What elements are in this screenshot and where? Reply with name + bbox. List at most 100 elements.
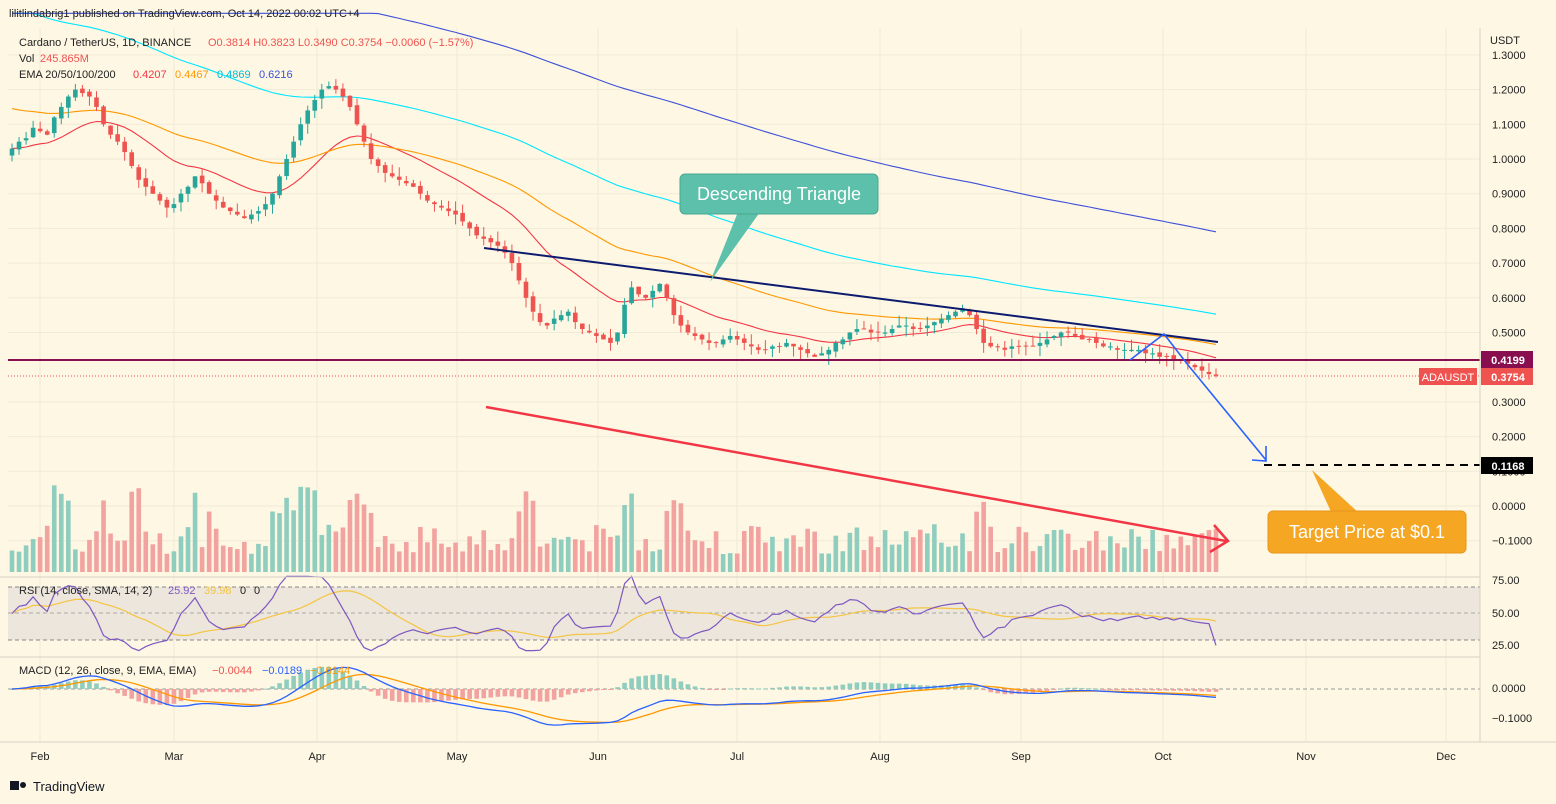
triangle-trendline[interactable] — [483, 247, 1219, 343]
volume-bar — [425, 542, 430, 572]
macd-hist-bar — [354, 680, 360, 689]
volume-bar — [375, 547, 381, 572]
candle-body — [671, 298, 677, 316]
rsi-line — [11, 575, 1217, 652]
target-price-callout[interactable]: Target Price at $0.1 — [1267, 470, 1467, 554]
volume-bar — [1002, 548, 1008, 572]
macd-hist-bar — [544, 689, 550, 702]
rsi-legend[interactable]: RSI (14, close, SMA, 14, 2) 25.92 39.98 … — [19, 585, 260, 597]
macd-hist-bar — [819, 687, 825, 689]
vol-value: 245.865M — [40, 53, 89, 65]
descending-triangle-text: Descending Triangle — [697, 184, 861, 204]
candle-body — [932, 322, 937, 326]
candle-body — [544, 322, 550, 326]
candle-body — [601, 334, 606, 340]
macd-hist-bar — [136, 689, 142, 702]
candle-body — [418, 185, 423, 194]
volume-bar — [1094, 531, 1099, 572]
macd-hist-bar — [1150, 689, 1155, 691]
time-tick-label: Dec — [1436, 751, 1456, 763]
volume-bar — [1009, 543, 1015, 572]
candle-body — [340, 88, 346, 97]
candle-body — [270, 193, 275, 205]
volume-bar — [227, 547, 233, 572]
volume-bar — [1030, 551, 1036, 572]
time-tick-label: Oct — [1154, 751, 1171, 763]
volume-bars — [9, 485, 1219, 572]
macd-hist-bar — [784, 686, 789, 689]
candle-body — [939, 318, 944, 324]
volume-bar — [502, 550, 508, 572]
volume-bar — [664, 510, 670, 572]
volume-bar — [178, 536, 184, 572]
candle-body — [587, 330, 592, 333]
volume-bar — [16, 551, 22, 572]
macd-hist-bar — [1037, 689, 1043, 692]
candle-body — [1157, 352, 1162, 357]
volume-bar — [833, 535, 839, 572]
candle-body — [206, 182, 212, 194]
volume-bar — [636, 550, 641, 572]
candle-body — [439, 205, 444, 208]
macd-hist-bar — [594, 689, 599, 691]
candle-body — [988, 342, 993, 347]
macd-hist-bar — [572, 689, 578, 694]
volume-bar — [73, 549, 78, 572]
rsi-extra-2: 0 — [254, 585, 260, 597]
volume-bar — [953, 545, 958, 572]
candle-body — [171, 204, 177, 209]
volume-bar — [960, 533, 965, 572]
macd-hist-bar — [587, 689, 592, 692]
time-tick-label: May — [447, 751, 468, 763]
macd-hist-bar — [502, 689, 508, 697]
volume-bar — [1192, 534, 1198, 572]
volume-bar — [727, 553, 733, 572]
macd-hist-bar — [432, 689, 437, 703]
macd-hist-bar — [192, 689, 198, 695]
macd-hist-bar — [277, 683, 282, 689]
macd-hist-bar — [580, 689, 585, 693]
macd-hist-bar — [1101, 689, 1106, 690]
candle-body — [129, 152, 134, 166]
volume-bar — [1108, 536, 1113, 572]
candle-body — [16, 141, 22, 150]
candles[interactable] — [9, 79, 1219, 380]
macd-hist-bar — [361, 685, 367, 689]
volume-bar — [875, 547, 881, 572]
macd-hist-bar — [439, 689, 444, 702]
candle-body — [326, 86, 332, 89]
volume-bar — [1178, 536, 1184, 572]
macd-hist-bar — [467, 689, 472, 699]
candle-body — [227, 207, 233, 212]
macd-hist-bar — [798, 686, 803, 689]
price-axis-currency: USDT — [1490, 35, 1520, 47]
ema-line — [11, 108, 1217, 346]
macd-hist-bar — [995, 689, 1001, 694]
candle-body — [833, 342, 839, 352]
volume-bar — [249, 553, 254, 572]
time-axis[interactable]: Feb Mar Apr May Jun Jul Aug Sep Oct Nov Dec — [31, 751, 1457, 763]
macd-hist-bar — [242, 689, 247, 693]
volume-bar — [748, 526, 754, 572]
macd-hist-bar — [1192, 689, 1198, 692]
volume-bar — [713, 531, 719, 572]
volume-bar — [58, 493, 64, 572]
volume-bar — [981, 501, 986, 572]
red-trend-arrow[interactable] — [485, 405, 1227, 543]
volume-bar — [312, 490, 318, 572]
volume-bar — [1143, 548, 1148, 572]
volume-bar — [9, 550, 15, 572]
macd-legend[interactable]: MACD (12, 26, close, 9, EMA, EMA) −0.004… — [19, 665, 350, 677]
blue-projection-arrow[interactable] — [1129, 332, 1267, 461]
volume-bar — [298, 486, 303, 572]
symbol-legend[interactable]: Cardano / TetherUS, 1D, BINANCE O0.3814 … — [19, 37, 473, 81]
macd-hist-bar — [1016, 689, 1022, 694]
candle-body — [1192, 364, 1198, 368]
support-price-badge: 0.4199 — [1481, 351, 1533, 368]
candle-body — [826, 349, 832, 355]
price-tick-label: 1.3000 — [1492, 50, 1526, 62]
descending-triangle-callout[interactable]: Descending Triangle — [679, 173, 879, 282]
volume-bar — [537, 546, 543, 572]
volume-bar — [1115, 543, 1120, 572]
